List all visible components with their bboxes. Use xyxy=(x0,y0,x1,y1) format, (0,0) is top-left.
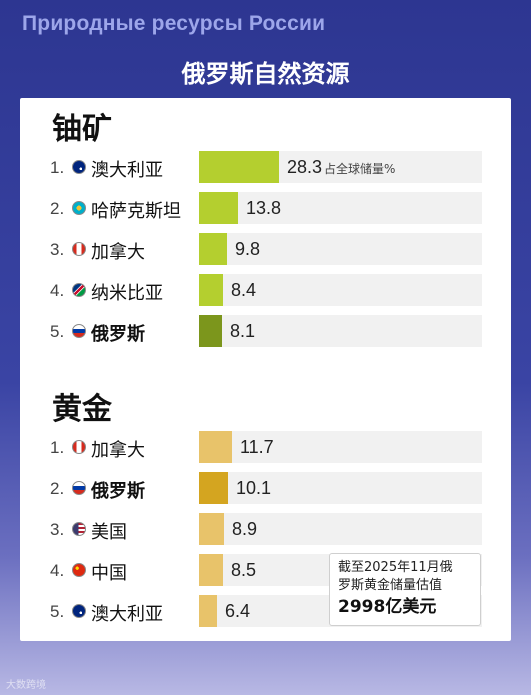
bar xyxy=(199,192,238,224)
canada-flag-icon xyxy=(72,242,86,256)
chinese-title: 俄罗斯自然资源 xyxy=(181,60,350,88)
bar xyxy=(199,595,217,627)
bar xyxy=(199,472,228,504)
category-label: 澳大利亚 xyxy=(91,160,163,181)
category-label: 加拿大 xyxy=(91,242,145,263)
category-label: 加拿大 xyxy=(91,440,145,461)
category-label: 俄罗斯 xyxy=(91,324,145,345)
value-label: 8.5 xyxy=(231,560,256,581)
value-number: 13.8 xyxy=(246,198,282,218)
chart-row: 2. 哈萨克斯坦 13.8 xyxy=(20,191,511,225)
rank-label: 2. xyxy=(50,199,65,218)
bar-track xyxy=(199,513,482,545)
category-label: 澳大利亚 xyxy=(91,604,163,625)
value-number: 9.8 xyxy=(235,239,261,259)
gold-valuation-callout: 截至2025年11月俄 罗斯黄金储量估值 2998亿美元 xyxy=(329,553,481,626)
rank-label: 1. xyxy=(50,158,65,177)
australia-flag-icon xyxy=(72,160,86,174)
rank-label: 5. xyxy=(50,322,65,341)
gold-section-title: 黄金 xyxy=(52,392,112,427)
bar xyxy=(199,151,279,183)
bar-track xyxy=(199,472,482,504)
value-label: 6.4 xyxy=(225,601,250,622)
category-label: 中国 xyxy=(91,563,127,584)
value-label: 11.7 xyxy=(240,437,274,458)
chart-row: 3. 加拿大 9.8 xyxy=(20,232,511,266)
bar xyxy=(199,233,227,265)
rank-label: 2. xyxy=(50,479,65,498)
chart-row: 2. 俄罗斯 10.1 xyxy=(20,471,511,505)
bar xyxy=(199,554,223,586)
russian-title: Природные ресурсы России xyxy=(22,12,326,35)
bar xyxy=(199,513,224,545)
value-number: 8.4 xyxy=(231,280,257,300)
category-label: 纳米比亚 xyxy=(91,283,163,304)
category-label: 俄罗斯 xyxy=(91,481,145,502)
bar-track xyxy=(199,274,482,306)
bar-track xyxy=(199,431,482,463)
value-number: 28.3 xyxy=(287,157,323,177)
value-label: 10.1 xyxy=(236,478,271,499)
canada-flag-icon xyxy=(72,440,86,454)
russia-flag-icon xyxy=(72,481,86,495)
value-label: 9.8 xyxy=(235,239,260,260)
bar xyxy=(199,274,223,306)
uranium-section-title: 铀矿 xyxy=(52,112,112,147)
value-label: 8.9 xyxy=(232,519,257,540)
unit-label: 占全球储量% xyxy=(324,162,396,176)
bar xyxy=(199,431,232,463)
category-label: 美国 xyxy=(91,522,127,543)
bar-track xyxy=(199,233,482,265)
chart-row: 1. 加拿大 11.7 xyxy=(20,430,511,464)
value-number: 8.9 xyxy=(232,519,258,539)
russia-flag-icon xyxy=(72,324,86,338)
usa-flag-icon xyxy=(72,522,86,536)
value-number: 11.7 xyxy=(240,437,274,457)
rank-label: 3. xyxy=(50,240,65,259)
namibia-flag-icon xyxy=(72,283,86,297)
rank-label: 1. xyxy=(50,438,65,457)
rank-label: 4. xyxy=(50,561,65,580)
chart-row: 4. 纳米比亚 8.4 xyxy=(20,273,511,307)
bar-track xyxy=(199,315,482,347)
rank-label: 4. xyxy=(50,281,65,300)
category-label: 哈萨克斯坦 xyxy=(91,201,181,222)
chart-row: 3. 美国 8.9 xyxy=(20,512,511,546)
kazakhstan-flag-icon xyxy=(72,201,86,215)
callout-value: 2998亿美元 xyxy=(338,597,437,617)
value-number: 8.5 xyxy=(231,560,257,580)
rank-label: 5. xyxy=(50,602,65,621)
callout-line-2: 罗斯黄金储量估值 xyxy=(338,578,443,593)
rank-label: 3. xyxy=(50,520,65,539)
chart-card: 铀矿 1. 澳大利亚 28.3 占全球储量% 2. 哈萨克斯坦 13.8 3. 加拿大 9.8 4.… xyxy=(20,98,511,641)
bar xyxy=(199,315,222,347)
value-label: 13.8 xyxy=(246,198,281,219)
chart-row: 5. 俄罗斯 8.1 xyxy=(20,314,511,348)
value-number: 8.1 xyxy=(230,321,256,341)
value-label: 28.3 占全球储量% xyxy=(287,157,395,178)
china-flag-icon xyxy=(72,563,86,577)
value-number: 10.1 xyxy=(236,478,272,498)
value-number: 6.4 xyxy=(225,601,251,621)
chart-row: 1. 澳大利亚 28.3 占全球储量% xyxy=(20,150,511,184)
bar-track xyxy=(199,192,482,224)
value-label: 8.1 xyxy=(230,321,255,342)
value-label: 8.4 xyxy=(231,280,256,301)
watermark-text: 大数跨境 xyxy=(6,680,46,691)
callout-line-1: 截至2025年11月俄 xyxy=(338,560,453,575)
australia-flag-icon xyxy=(72,604,86,618)
